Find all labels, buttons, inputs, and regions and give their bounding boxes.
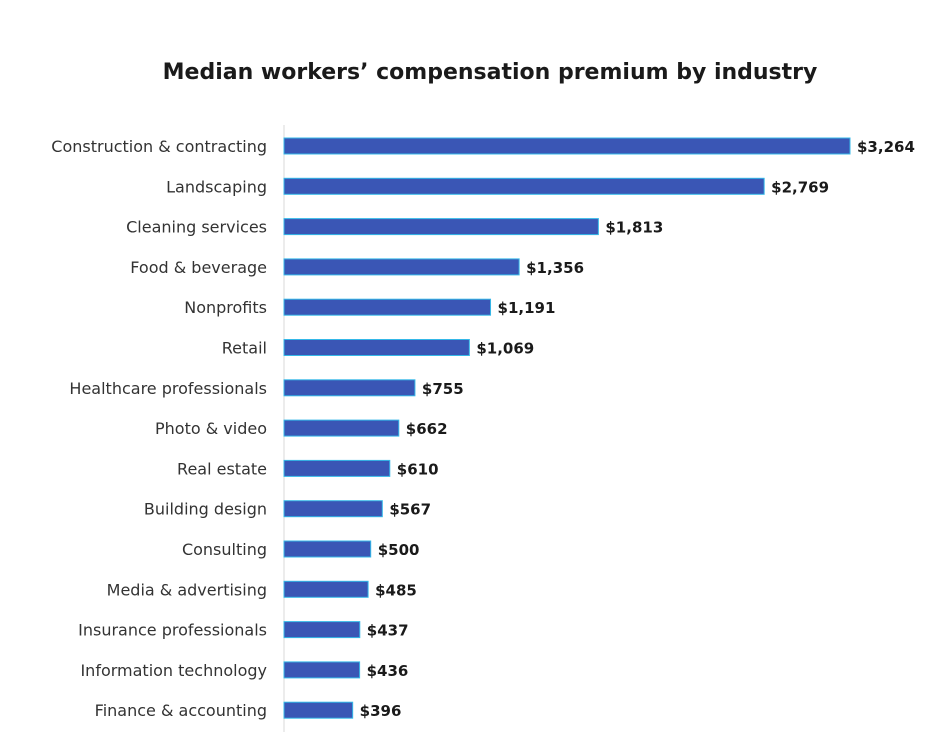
bar: [283, 459, 391, 477]
category-label: Cleaning services: [126, 218, 267, 237]
value-label: $1,069: [476, 340, 534, 358]
bars-group: Construction & contracting $3,264 Landscap…: [51, 137, 915, 720]
value-label: $3,264: [857, 138, 915, 156]
category-label: Real estate: [177, 459, 267, 478]
bar: [283, 580, 369, 598]
value-label: $755: [422, 380, 464, 398]
bar: [283, 177, 765, 195]
category-label: Construction & contracting: [51, 137, 267, 156]
category-label: Consulting: [182, 540, 267, 559]
value-label: $437: [367, 622, 409, 640]
bar: [283, 258, 520, 276]
value-label: $1,356: [526, 259, 584, 277]
bar: [283, 218, 599, 236]
bar: [283, 661, 361, 679]
bar: [283, 339, 470, 356]
value-label: $1,813: [605, 219, 663, 237]
value-label: $610: [397, 460, 439, 478]
category-label: Healthcare professionals: [69, 379, 267, 398]
value-label: $396: [360, 702, 402, 720]
category-label: Retail: [222, 339, 267, 358]
bar: [283, 621, 361, 639]
bar: [283, 137, 851, 155]
category-label: Nonprofits: [184, 298, 267, 317]
bar: [283, 701, 354, 719]
bar: [283, 500, 383, 518]
category-label: Information technology: [80, 661, 267, 680]
value-label: $1,191: [498, 299, 556, 317]
value-label: $500: [378, 541, 420, 559]
bar: [283, 379, 416, 397]
bar: [283, 298, 492, 316]
bar: [283, 540, 372, 558]
value-label: $662: [406, 420, 448, 438]
category-label: Building design: [144, 500, 267, 519]
value-label: $485: [375, 581, 417, 599]
category-label: Media & advertising: [107, 580, 267, 599]
category-label: Food & beverage: [130, 258, 267, 277]
category-label: Photo & video: [155, 419, 267, 438]
value-label: $2,769: [771, 178, 829, 196]
category-label: Finance & accounting: [95, 701, 267, 720]
category-label: Landscaping: [166, 177, 267, 196]
value-label: $567: [389, 501, 431, 519]
category-label: Insurance professionals: [78, 621, 267, 640]
bar: [283, 419, 400, 437]
value-label: $436: [367, 662, 409, 680]
chart-title: Median workers’ compensation premium by …: [163, 60, 818, 85]
